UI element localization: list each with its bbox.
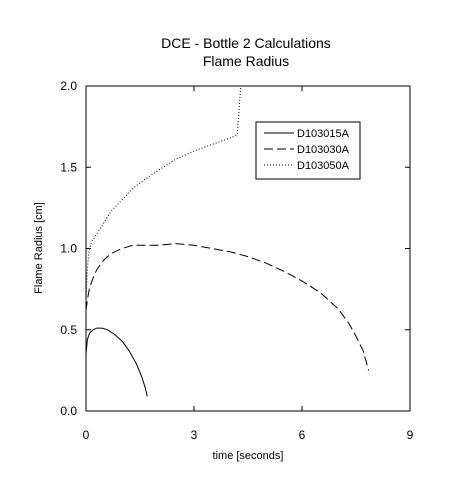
y-tick-label: 0.5 xyxy=(60,323,77,337)
legend-label-3: D103050A xyxy=(297,160,350,172)
x-tick-label: 9 xyxy=(407,428,414,442)
x-tick-label: 3 xyxy=(191,428,198,442)
chart-title: DCE - Bottle 2 Calculations xyxy=(161,35,331,51)
x-tick-label: 6 xyxy=(299,428,306,442)
y-axis-ticks: 0.0 0.5 1.0 1.5 2.0 xyxy=(60,79,410,418)
legend-label-1: D103015A xyxy=(297,128,350,140)
series-line-3 xyxy=(85,85,242,301)
y-tick-label: 1.5 xyxy=(60,160,77,174)
y-tick-label: 1.0 xyxy=(60,242,77,256)
x-tick-label: 0 xyxy=(83,428,90,442)
plot-area xyxy=(85,85,411,412)
y-tick-label: 2.0 xyxy=(60,79,77,93)
y-axis-label: Flame Radius [cm] xyxy=(33,202,45,294)
legend-label-2: D103030A xyxy=(297,144,350,156)
x-axis-label: time [seconds] xyxy=(213,450,284,462)
y-tick-label: 0.0 xyxy=(60,404,77,418)
legend: D103015A D103030A D103050A xyxy=(255,121,361,180)
series-line-2 xyxy=(85,243,370,371)
chart-subtitle: Flame Radius xyxy=(203,53,289,69)
series-layer xyxy=(85,85,370,397)
series-line-1 xyxy=(85,327,148,397)
legend-box xyxy=(255,121,361,180)
x-axis-ticks: 0 3 6 9 xyxy=(83,86,414,442)
